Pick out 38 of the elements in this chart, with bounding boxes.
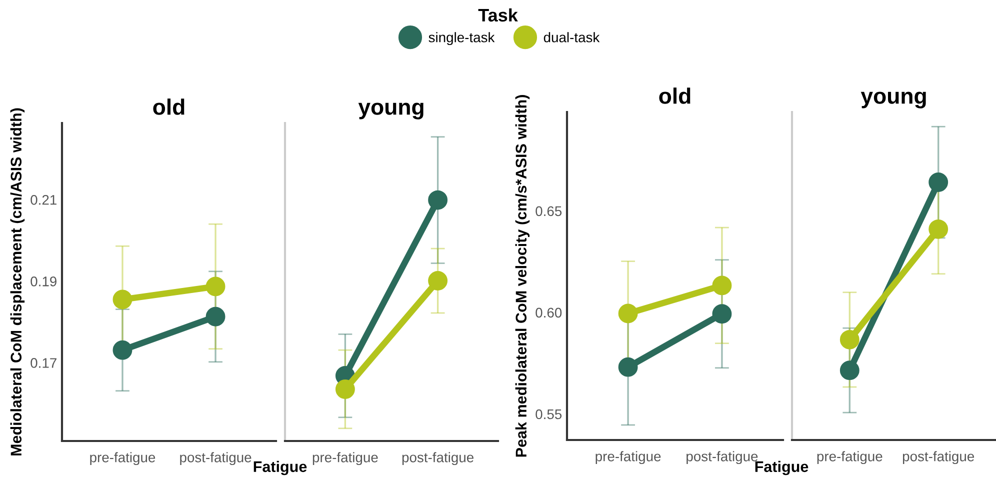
point xyxy=(112,340,132,360)
point xyxy=(928,219,948,239)
x-tick-label: post-fatigue xyxy=(402,452,474,466)
point xyxy=(712,304,732,324)
chart-title: old xyxy=(659,88,690,104)
point xyxy=(618,304,638,324)
x-tick-label: post-fatigue xyxy=(902,451,974,464)
point xyxy=(112,290,132,310)
point xyxy=(206,306,226,326)
y-axis-title: Mediolateral CoM displacement (cm/ASIS width) xyxy=(10,108,25,456)
point xyxy=(206,276,226,296)
point xyxy=(428,271,448,290)
x-tick-label: pre-fatigue xyxy=(90,452,156,466)
y-axis-title: Peak mediolateral CoM velocity (cm/s*ASIS width) xyxy=(515,95,530,457)
y-tick-label: 0.55 xyxy=(536,409,562,420)
x-tick-label: pre-fatigue xyxy=(312,452,378,466)
y-tick-label: 0.17 xyxy=(30,358,56,368)
x-tick-label: post-fatigue xyxy=(180,452,252,466)
y-tick-label: 0.19 xyxy=(30,276,56,286)
chart-title: old xyxy=(153,98,184,115)
x-tick-label: pre-fatigue xyxy=(596,451,661,464)
y-tick-label: 0.60 xyxy=(536,308,562,318)
point xyxy=(618,357,638,377)
point xyxy=(335,380,355,399)
x-axis-title: Fatigue xyxy=(254,460,307,476)
chart-title: young xyxy=(860,92,926,108)
legend-label: dual-task xyxy=(544,32,600,42)
point xyxy=(712,276,732,296)
point xyxy=(840,360,860,380)
legend-title: Task xyxy=(478,8,518,22)
x-tick-label: pre-fatigue xyxy=(817,451,882,464)
point xyxy=(428,190,448,210)
chart-title: young xyxy=(358,102,424,120)
y-tick-label: 0.65 xyxy=(536,206,562,216)
legend-label: single-task xyxy=(428,32,495,46)
y-tick-label: 0.21 xyxy=(30,194,56,205)
point xyxy=(840,330,860,350)
point xyxy=(928,172,948,192)
